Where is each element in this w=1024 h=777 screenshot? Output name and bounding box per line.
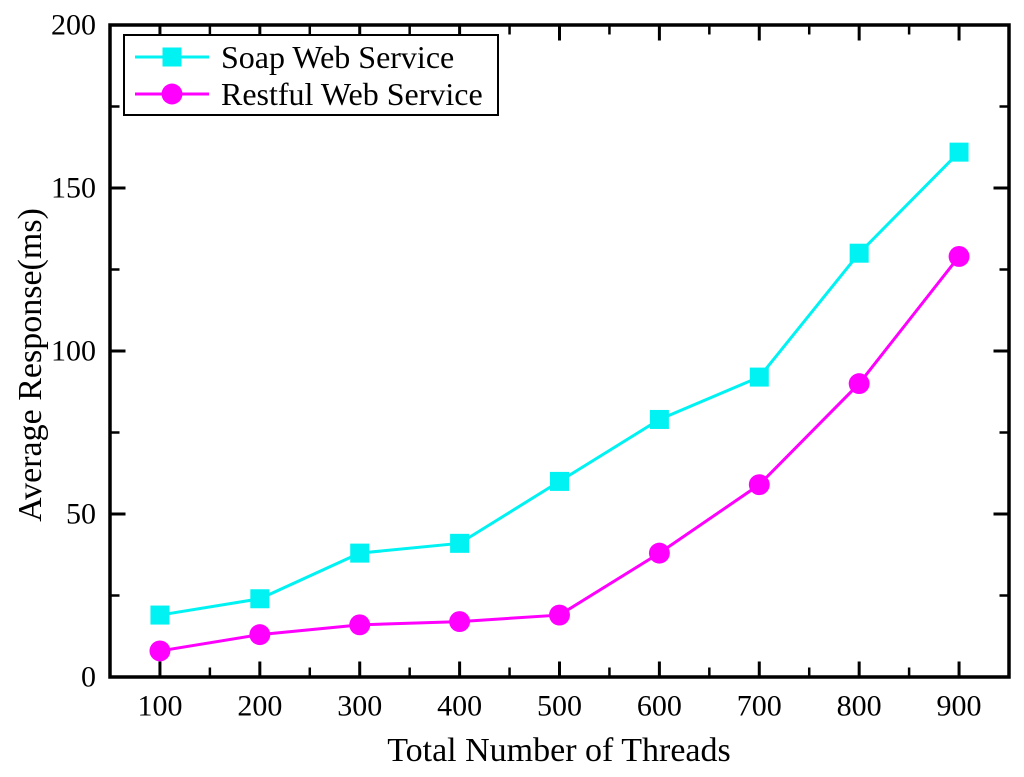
legend-label-restful: Restful Web Service bbox=[221, 75, 483, 112]
series-line bbox=[159, 151, 961, 617]
legend-item-restful: Restful Web Service bbox=[133, 75, 483, 112]
data-point-marker bbox=[848, 373, 870, 395]
data-point-marker bbox=[849, 243, 869, 263]
circle-marker-icon bbox=[135, 83, 209, 104]
x-tick-label: 500 bbox=[537, 690, 582, 723]
data-point-marker bbox=[649, 409, 669, 429]
data-point-marker bbox=[349, 614, 371, 636]
data-point-marker bbox=[549, 604, 570, 626]
data-point-marker bbox=[749, 367, 769, 387]
legend-item-soap: Soap Web Service bbox=[133, 38, 483, 75]
y-tick-label: 0 bbox=[81, 661, 96, 694]
y-tick-label: 150 bbox=[51, 172, 96, 205]
plot-frame bbox=[108, 23, 1011, 679]
x-tick-label: 200 bbox=[237, 690, 282, 723]
y-tick-label: 200 bbox=[51, 9, 96, 42]
square-marker-icon bbox=[135, 47, 209, 66]
x-tick-label: 100 bbox=[137, 690, 182, 723]
y-axis: 0 50 100 150 200 bbox=[51, 9, 1008, 694]
data-point-marker bbox=[648, 542, 670, 564]
y-axis-title: Average Response(ms) bbox=[12, 208, 49, 522]
x-tick-label: 600 bbox=[637, 690, 682, 723]
data-point-marker bbox=[162, 47, 182, 66]
y-tick-label: 50 bbox=[66, 498, 96, 531]
data-point-marker bbox=[948, 246, 970, 267]
data-point-marker bbox=[150, 605, 170, 625]
chart-legend: Soap Web Service Restful Web Service bbox=[123, 34, 499, 116]
x-tick-label: 800 bbox=[837, 690, 882, 723]
data-point-marker bbox=[550, 471, 569, 491]
data-point-marker bbox=[250, 589, 270, 609]
y-tick-label: 100 bbox=[51, 335, 96, 368]
data-point-marker bbox=[350, 543, 370, 563]
x-tick-label: 700 bbox=[737, 690, 782, 723]
x-tick-label: 400 bbox=[437, 690, 482, 723]
data-point-marker bbox=[748, 474, 770, 496]
data-point-marker bbox=[249, 624, 271, 646]
series-line bbox=[159, 255, 961, 653]
data-point-marker bbox=[449, 611, 471, 633]
x-axis-title: Total Number of Threads bbox=[387, 732, 731, 769]
legend-label-soap: Soap Web Service bbox=[221, 38, 455, 75]
x-axis: 100 200 300 400 500 600 700 800 900 bbox=[137, 26, 982, 723]
data-point-marker bbox=[949, 142, 969, 162]
series-soap-web-service bbox=[150, 142, 969, 625]
data-point-marker bbox=[450, 533, 470, 553]
data-point-marker bbox=[149, 640, 171, 662]
data-point-marker bbox=[161, 83, 183, 104]
x-tick-label: 900 bbox=[937, 690, 982, 723]
series-restful-web-service bbox=[149, 246, 970, 662]
x-tick-label: 300 bbox=[337, 690, 382, 723]
